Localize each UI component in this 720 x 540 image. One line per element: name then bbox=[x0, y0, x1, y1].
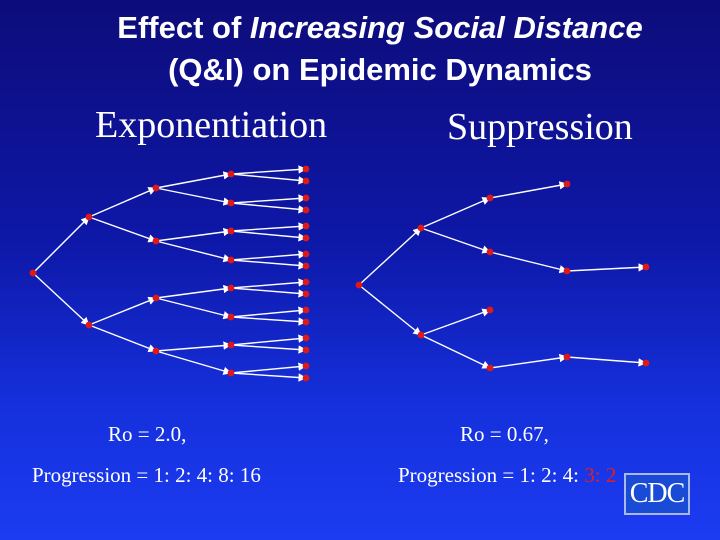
exp-edge-g4-8 bbox=[230, 259, 307, 270]
exp-node-g2-2 bbox=[152, 237, 160, 245]
exp-node-g4-4 bbox=[302, 206, 310, 214]
exp-node-g3-5 bbox=[227, 284, 235, 292]
exp-node-g4-9 bbox=[302, 278, 310, 286]
exp-node-g4-13 bbox=[302, 334, 310, 342]
exp-node-g1-2 bbox=[85, 321, 93, 329]
exp-node-g4-12 bbox=[302, 318, 310, 326]
sup-node-g3-1 bbox=[563, 180, 571, 188]
sup-node-g2-4 bbox=[486, 364, 494, 372]
suppression-progression-label: Progression = 1: 2: 4: 3: 2 bbox=[398, 465, 616, 486]
exp-node-g4-1 bbox=[302, 165, 310, 173]
exp-node-g3-2 bbox=[227, 199, 235, 207]
exp-node-g4-6 bbox=[302, 234, 310, 242]
exp-edge-g4-2 bbox=[230, 173, 307, 185]
exp-node-g4-11 bbox=[302, 306, 310, 314]
exp-edge-g4-4 bbox=[230, 202, 307, 214]
exp-node-g2-3 bbox=[152, 294, 160, 302]
exp-node-g4-5 bbox=[302, 222, 310, 230]
sup-edge-g1-1 bbox=[358, 227, 422, 286]
exp-node-g2-1 bbox=[152, 184, 160, 192]
sup-edge-g4-1 bbox=[566, 263, 647, 272]
cdc-logo-text: CDC bbox=[629, 478, 686, 509]
exp-node-g4-2 bbox=[302, 177, 310, 185]
exp-node-g4-10 bbox=[302, 290, 310, 298]
exp-edge-g2-4 bbox=[88, 324, 157, 353]
sup-node-g3-3 bbox=[563, 353, 571, 361]
exp-edge-g3-6 bbox=[155, 297, 232, 320]
exp-edge-g4-3 bbox=[230, 194, 307, 204]
sup-node-g2-1 bbox=[486, 194, 494, 202]
exp-node-g3-8 bbox=[227, 369, 235, 377]
exponentiation-ro-label: Ro = 2.0, bbox=[108, 422, 187, 446]
suppression-progression-prefix: Progression = 1: 2: 4: bbox=[398, 463, 585, 487]
exp-node-g4-3 bbox=[302, 194, 310, 202]
sup-node-g2-2 bbox=[486, 248, 494, 256]
suppression-ro-label: Ro = 0.67, bbox=[460, 422, 549, 446]
exp-edge-g3-7 bbox=[155, 341, 232, 352]
sup-edge-g2-4 bbox=[420, 334, 491, 369]
sup-edge-g2-2 bbox=[420, 227, 491, 254]
exp-node-g4-16 bbox=[302, 374, 310, 382]
exp-node-g3-3 bbox=[227, 227, 235, 235]
sup-edge-g3-1 bbox=[489, 181, 568, 199]
sup-node-g4-1 bbox=[642, 263, 650, 271]
exp-node-g3-7 bbox=[227, 341, 235, 349]
exp-node-g4-8 bbox=[302, 262, 310, 270]
suppression-heading: Suppression bbox=[447, 106, 633, 148]
suppression-progression-highlight: 3: 2 bbox=[584, 463, 617, 487]
exp-edge-g4-1 bbox=[230, 165, 307, 175]
exp-edge-g4-11 bbox=[230, 306, 307, 318]
exp-edge-g4-9 bbox=[230, 278, 307, 289]
exp-edge-g4-12 bbox=[230, 316, 307, 326]
title-prefix: Effect of bbox=[117, 10, 250, 45]
exp-edge-g4-13 bbox=[230, 334, 307, 346]
sup-node-root bbox=[355, 281, 363, 289]
exp-node-g2-4 bbox=[152, 347, 160, 355]
exp-edge-g4-16 bbox=[230, 372, 307, 382]
exponentiation-progression-label: Progression = 1: 2: 4: 8: 16 bbox=[32, 463, 261, 487]
exp-node-g3-6 bbox=[227, 313, 235, 321]
sup-node-g4-2 bbox=[642, 359, 650, 367]
exp-node-g4-7 bbox=[302, 250, 310, 258]
sup-edge-g3-3 bbox=[489, 353, 568, 369]
sup-node-g1-1 bbox=[417, 224, 425, 232]
sup-edge-g4-2 bbox=[566, 356, 647, 367]
exp-edge-g3-8 bbox=[155, 350, 232, 375]
cdc-logo: CDC bbox=[624, 473, 690, 515]
exp-edge-g3-5 bbox=[155, 284, 232, 299]
exp-edge-g2-1 bbox=[88, 187, 157, 218]
title-emphasis: Increasing Social Distance bbox=[249, 10, 643, 45]
exp-node-g3-1 bbox=[227, 170, 235, 178]
sup-edge-g3-2 bbox=[489, 251, 568, 274]
exp-edge-g3-4 bbox=[155, 240, 232, 263]
slide-title-line-2: (Q&I) on Epidemic Dynamics bbox=[168, 52, 592, 87]
exp-edge-g4-7 bbox=[230, 250, 307, 261]
sup-edge-g1-2 bbox=[358, 284, 422, 336]
sup-edge-g2-1 bbox=[420, 197, 491, 229]
sup-node-g1-2 bbox=[417, 331, 425, 339]
slide-title-line-1: Effect of Increasing Social Distance bbox=[0, 12, 720, 43]
exp-edge-g4-14 bbox=[230, 344, 307, 354]
exp-edge-g4-15 bbox=[230, 362, 307, 374]
exp-edge-g3-1 bbox=[155, 171, 232, 189]
sup-node-g3-2 bbox=[563, 267, 571, 275]
exp-edge-g4-5 bbox=[230, 222, 307, 232]
exp-edge-g1-1 bbox=[32, 216, 90, 274]
exp-edge-g4-10 bbox=[230, 287, 307, 298]
exp-edge-g3-3 bbox=[155, 227, 232, 242]
exp-edge-g4-6 bbox=[230, 230, 307, 242]
sup-edge-g2-3 bbox=[420, 308, 491, 336]
exp-edge-g3-2 bbox=[155, 187, 232, 206]
exp-node-g3-4 bbox=[227, 256, 235, 264]
exp-node-g4-14 bbox=[302, 346, 310, 354]
exp-edge-g2-2 bbox=[88, 216, 157, 243]
exp-node-root bbox=[29, 269, 37, 277]
exp-node-g1-1 bbox=[85, 213, 93, 221]
exp-edge-g1-2 bbox=[32, 272, 90, 326]
exp-node-g4-15 bbox=[302, 362, 310, 370]
exponentiation-heading: Exponentiation bbox=[95, 104, 328, 146]
sup-node-g2-3 bbox=[486, 306, 494, 314]
exp-edge-g2-3 bbox=[88, 296, 157, 326]
